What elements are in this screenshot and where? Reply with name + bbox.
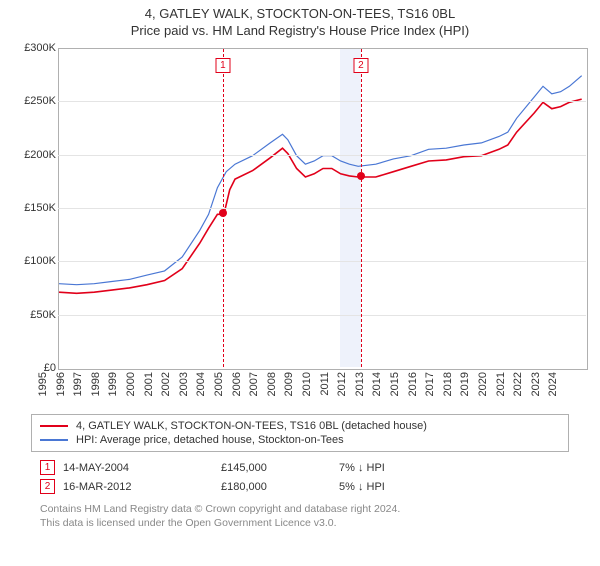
sale-row-date: 16-MAR-2012	[63, 481, 213, 493]
legend-swatch	[40, 425, 68, 427]
gridline-y	[58, 155, 586, 156]
series-hpi	[59, 76, 582, 285]
sale-dot	[357, 172, 365, 180]
chart-svg	[59, 49, 587, 369]
ytick-label: £100K	[24, 255, 56, 267]
sale-row: 1 14-MAY-2004 £145,000 7% ↓ HPI	[40, 458, 560, 477]
gridline-y	[58, 261, 586, 262]
ytick-label: £200K	[24, 149, 56, 161]
ytick-label: £50K	[30, 309, 56, 321]
gridline-y	[58, 101, 586, 102]
plot-area	[58, 48, 588, 370]
gridline-y	[58, 208, 586, 209]
sale-row-price: £180,000	[221, 481, 331, 493]
sale-row-date: 14-MAY-2004	[63, 462, 213, 474]
sale-dot	[219, 209, 227, 217]
series-property	[59, 99, 582, 293]
ytick-label: £150K	[24, 202, 56, 214]
sale-row: 2 16-MAR-2012 £180,000 5% ↓ HPI	[40, 477, 560, 496]
footer-line-1: Contains HM Land Registry data © Crown c…	[40, 502, 560, 516]
sale-row-price: £145,000	[221, 462, 331, 474]
legend-row: 4, GATLEY WALK, STOCKTON-ON-TEES, TS16 0…	[40, 419, 560, 433]
sale-vline	[361, 49, 362, 367]
sale-marker-box: 2	[353, 58, 368, 73]
chart: £0£50K£100K£150K£200K£250K£300K199519961…	[10, 44, 590, 414]
title-line-1: 4, GATLEY WALK, STOCKTON-ON-TEES, TS16 0…	[0, 6, 600, 21]
sale-row-pct: 7% ↓ HPI	[339, 462, 479, 474]
ytick-label: £300K	[24, 42, 56, 54]
sale-row-pct: 5% ↓ HPI	[339, 481, 479, 493]
title-line-2: Price paid vs. HM Land Registry's House …	[0, 23, 600, 38]
legend-row: HPI: Average price, detached house, Stoc…	[40, 433, 560, 447]
xtick-label: 2024	[547, 372, 589, 396]
legend-label: 4, GATLEY WALK, STOCKTON-ON-TEES, TS16 0…	[76, 420, 427, 432]
ytick-label: £250K	[24, 95, 56, 107]
legend: 4, GATLEY WALK, STOCKTON-ON-TEES, TS16 0…	[31, 414, 569, 452]
legend-swatch	[40, 439, 68, 441]
legend-label: HPI: Average price, detached house, Stoc…	[76, 434, 344, 446]
gridline-y	[58, 315, 586, 316]
footer: Contains HM Land Registry data © Crown c…	[40, 502, 560, 530]
sale-row-marker: 1	[40, 460, 55, 475]
sale-marker-box: 1	[215, 58, 230, 73]
footer-line-2: This data is licensed under the Open Gov…	[40, 516, 560, 530]
sale-row-marker: 2	[40, 479, 55, 494]
sale-vline	[223, 49, 224, 367]
sales-table: 1 14-MAY-2004 £145,000 7% ↓ HPI 2 16-MAR-2012…	[40, 458, 560, 496]
